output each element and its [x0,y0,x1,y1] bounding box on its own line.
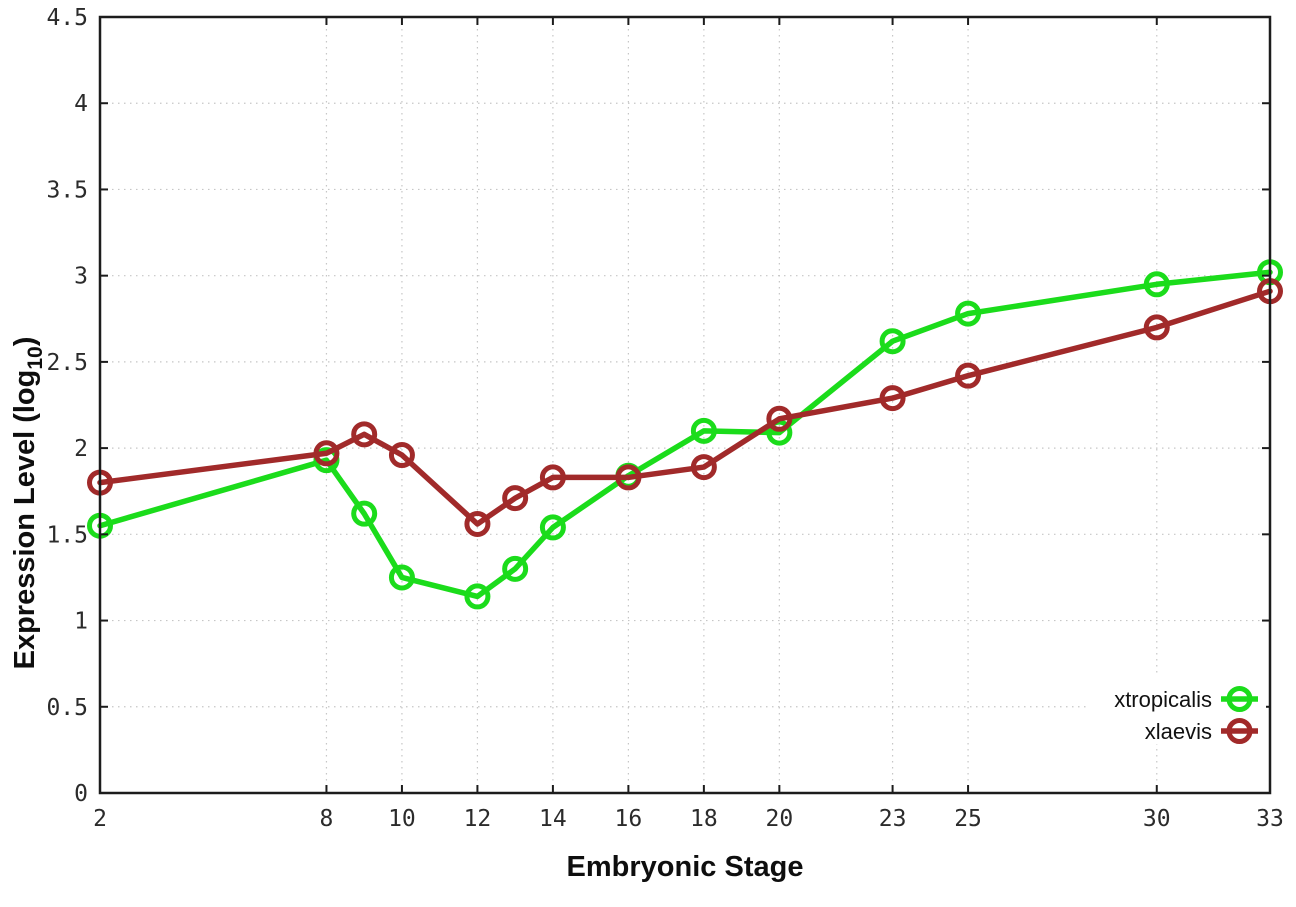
data-point-xlaevis [690,454,717,481]
data-point-xlaevis [615,464,642,491]
y-tick-label: 3 [74,264,88,290]
y-tick-label: 4.5 [46,5,88,31]
x-tick-label: 14 [539,806,567,832]
x-tick-label: 10 [388,806,416,832]
data-point-xlaevis [502,485,529,512]
data-point-xtropicalis [502,555,529,582]
y-tick-label: 4 [74,91,88,117]
x-tick-label: 33 [1256,806,1284,832]
data-point-xlaevis [313,440,340,467]
y-tick-label: 2 [74,436,88,462]
x-tick-label: 8 [320,806,334,832]
x-tick-label: 30 [1143,806,1171,832]
data-point-xlaevis [1143,314,1170,341]
tick-layer [99,16,1271,794]
x-tick-label: 18 [690,806,718,832]
y-axis-title: Expression Level (log10) [9,337,47,670]
data-point-xlaevis [388,442,415,469]
data-point-xtropicalis [955,300,982,327]
y-tick-label: 3.5 [46,177,88,203]
tick-label-layer: 2 8 10 12 14 16 18 20 23 25 30 33 0 0.5 1 1.5 2 2.5 3 3.5 4 4… [46,5,1283,832]
legend: xtropicalis xlaevis [1088,676,1266,744]
data-point-xtropicalis [766,419,793,446]
data-point-xtropicalis [351,500,378,527]
series-layer [87,259,1283,610]
x-tick-label: 2 [93,806,107,832]
legend-label: xlaevis [1145,719,1212,744]
legend-marker [1226,686,1253,712]
data-point-xlaevis [351,421,378,448]
y-tick-label: 1.5 [46,522,88,548]
data-point-xlaevis [879,385,906,412]
y-tick-label: 0.5 [46,695,88,721]
data-point-xtropicalis [690,417,717,444]
series-line-xlaevis [97,288,1273,527]
x-tick-label: 23 [879,806,907,832]
legend-item-xtropicalis: xtropicalis [1114,686,1258,712]
x-tick-label: 12 [464,806,492,832]
x-tick-label: 16 [615,806,643,832]
plot-border [98,15,1272,795]
y-tick-label: 1 [74,609,88,635]
legend-item-xlaevis: xlaevis [1145,718,1258,744]
data-point-xlaevis [955,362,982,389]
data-point-xtropicalis [464,583,491,610]
series-line-xtropicalis [97,269,1273,600]
y-tick-label: 2.5 [46,350,88,376]
legend-label: xtropicalis [1114,687,1212,712]
data-point-xtropicalis [539,514,566,541]
x-tick-label: 20 [766,806,794,832]
y-tick-label: 0 [74,781,88,807]
x-axis-title: Embryonic Stage [567,851,804,883]
y-axis-title-subscript: 10 [24,346,47,369]
legend-marker [1226,718,1253,744]
data-point-xlaevis [539,464,566,491]
y-axis-title-close: ) [9,337,41,347]
data-point-xtropicalis [879,328,906,355]
x-tick-label: 25 [954,806,982,832]
y-axis-title-main: Expression Level (log [9,370,41,670]
data-point-xtropicalis [388,564,415,591]
data-point-xlaevis [766,405,793,432]
data-point-xtropicalis [1143,271,1170,298]
data-point-xlaevis [464,510,491,537]
